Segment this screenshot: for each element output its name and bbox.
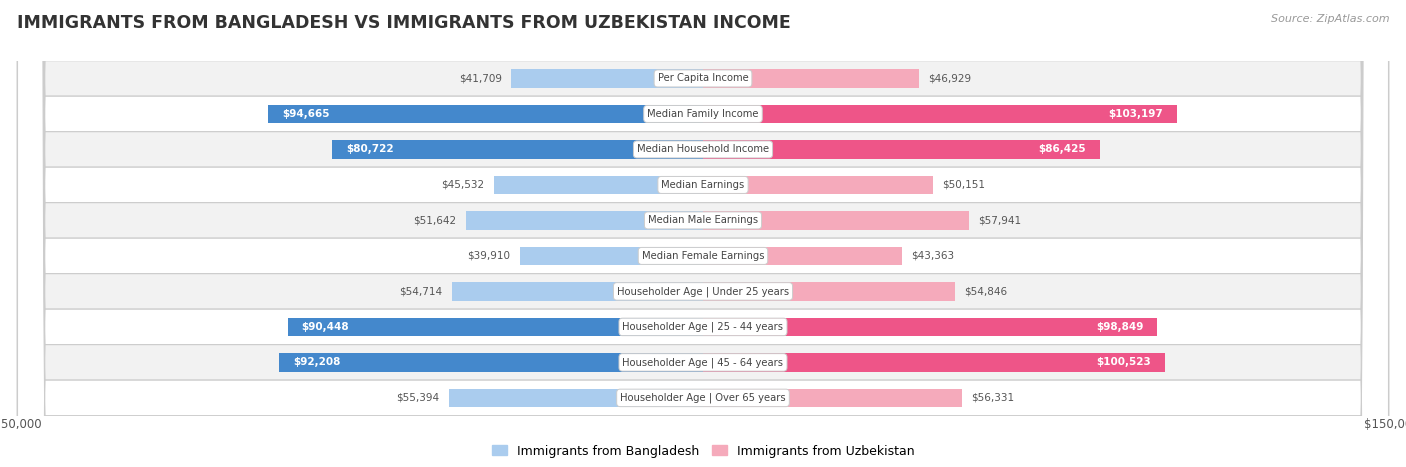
Text: $57,941: $57,941 bbox=[979, 215, 1021, 226]
Bar bbox=[512, 69, 703, 88]
FancyBboxPatch shape bbox=[17, 0, 1389, 467]
Text: $103,197: $103,197 bbox=[1108, 109, 1163, 119]
Text: IMMIGRANTS FROM BANGLADESH VS IMMIGRANTS FROM UZBEKISTAN INCOME: IMMIGRANTS FROM BANGLADESH VS IMMIGRANTS… bbox=[17, 14, 790, 32]
Bar bbox=[520, 247, 703, 265]
Bar bbox=[703, 105, 1177, 123]
Bar bbox=[703, 140, 1099, 159]
FancyBboxPatch shape bbox=[17, 0, 1389, 467]
Bar bbox=[703, 353, 1164, 372]
FancyBboxPatch shape bbox=[17, 0, 1389, 467]
Bar bbox=[269, 105, 703, 123]
Text: Householder Age | 45 - 64 years: Householder Age | 45 - 64 years bbox=[623, 357, 783, 368]
Text: $45,532: $45,532 bbox=[441, 180, 485, 190]
Text: Householder Age | Under 25 years: Householder Age | Under 25 years bbox=[617, 286, 789, 297]
Bar bbox=[332, 140, 703, 159]
FancyBboxPatch shape bbox=[17, 0, 1389, 467]
Bar bbox=[703, 389, 962, 407]
Text: Source: ZipAtlas.com: Source: ZipAtlas.com bbox=[1271, 14, 1389, 24]
Bar bbox=[280, 353, 703, 372]
Text: Median Earnings: Median Earnings bbox=[661, 180, 745, 190]
FancyBboxPatch shape bbox=[17, 0, 1389, 467]
Text: $55,394: $55,394 bbox=[396, 393, 440, 403]
Text: $43,363: $43,363 bbox=[911, 251, 955, 261]
FancyBboxPatch shape bbox=[17, 0, 1389, 467]
Bar bbox=[451, 282, 703, 301]
Text: $80,722: $80,722 bbox=[346, 144, 394, 155]
Bar bbox=[449, 389, 703, 407]
Text: $39,910: $39,910 bbox=[468, 251, 510, 261]
Text: $98,849: $98,849 bbox=[1095, 322, 1143, 332]
Text: Median Household Income: Median Household Income bbox=[637, 144, 769, 155]
Text: $51,642: $51,642 bbox=[413, 215, 457, 226]
Text: $94,665: $94,665 bbox=[283, 109, 329, 119]
Text: $54,846: $54,846 bbox=[965, 286, 1007, 297]
FancyBboxPatch shape bbox=[17, 0, 1389, 467]
Text: $100,523: $100,523 bbox=[1097, 357, 1152, 368]
Bar bbox=[703, 318, 1157, 336]
Text: Median Male Earnings: Median Male Earnings bbox=[648, 215, 758, 226]
Text: Householder Age | 25 - 44 years: Householder Age | 25 - 44 years bbox=[623, 322, 783, 332]
FancyBboxPatch shape bbox=[17, 0, 1389, 467]
Bar bbox=[703, 176, 934, 194]
Text: $54,714: $54,714 bbox=[399, 286, 443, 297]
Text: $90,448: $90,448 bbox=[301, 322, 349, 332]
Text: $86,425: $86,425 bbox=[1039, 144, 1087, 155]
Bar bbox=[703, 247, 903, 265]
Text: Median Family Income: Median Family Income bbox=[647, 109, 759, 119]
Text: Per Capita Income: Per Capita Income bbox=[658, 73, 748, 84]
Bar bbox=[703, 282, 955, 301]
Text: $41,709: $41,709 bbox=[460, 73, 502, 84]
Bar bbox=[465, 211, 703, 230]
FancyBboxPatch shape bbox=[17, 0, 1389, 467]
Legend: Immigrants from Bangladesh, Immigrants from Uzbekistan: Immigrants from Bangladesh, Immigrants f… bbox=[486, 439, 920, 463]
Text: Median Female Earnings: Median Female Earnings bbox=[641, 251, 765, 261]
Bar bbox=[703, 69, 918, 88]
Text: Householder Age | Over 65 years: Householder Age | Over 65 years bbox=[620, 393, 786, 403]
Bar bbox=[494, 176, 703, 194]
Text: $92,208: $92,208 bbox=[294, 357, 340, 368]
FancyBboxPatch shape bbox=[17, 0, 1389, 467]
Bar bbox=[288, 318, 703, 336]
Text: $50,151: $50,151 bbox=[942, 180, 986, 190]
Text: $46,929: $46,929 bbox=[928, 73, 972, 84]
Text: $56,331: $56,331 bbox=[972, 393, 1014, 403]
Bar bbox=[703, 211, 969, 230]
